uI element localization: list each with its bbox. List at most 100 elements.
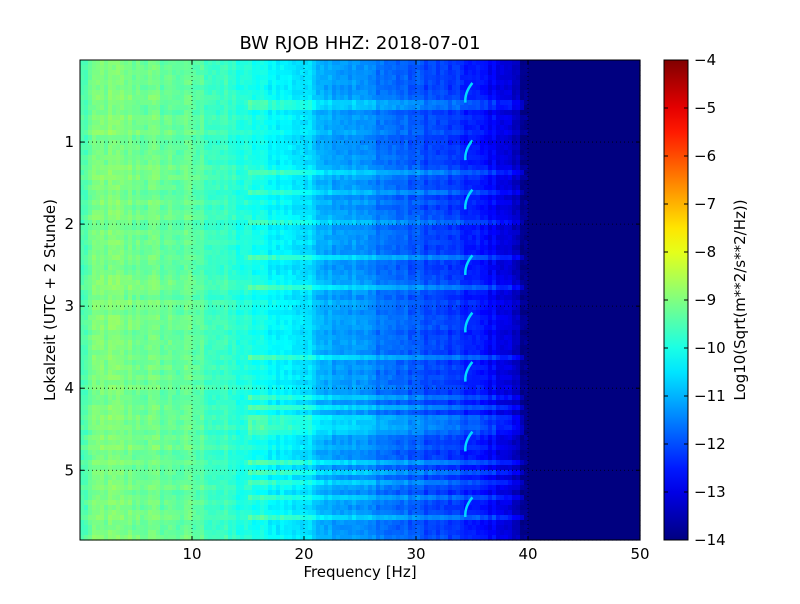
heatmap-cell — [80, 110, 85, 116]
heatmap-cell — [244, 60, 249, 66]
heatmap-cell — [220, 125, 225, 131]
heatmap-cell — [352, 165, 357, 171]
heatmap-cell — [400, 190, 405, 196]
heatmap-cell — [520, 165, 525, 171]
heatmap-cell — [380, 90, 385, 96]
heatmap-cell — [516, 140, 521, 146]
heatmap-cell — [372, 125, 377, 131]
heatmap-cell — [268, 235, 273, 241]
heatmap-cell — [632, 85, 637, 91]
heatmap-cell — [356, 230, 361, 236]
heatmap-cell — [568, 190, 573, 196]
heatmap-cell — [596, 170, 601, 176]
heatmap-cell — [336, 135, 341, 141]
heatmap-cell — [228, 165, 233, 171]
heatmap-cell — [192, 165, 197, 171]
heatmap-cell — [248, 150, 253, 156]
heatmap-cell — [204, 160, 209, 166]
heatmap-cell — [316, 100, 321, 106]
heatmap-cell — [608, 210, 613, 216]
heatmap-cell — [160, 175, 165, 181]
heatmap-cell — [296, 155, 301, 161]
heatmap-cell — [364, 165, 369, 171]
heatmap-cell — [152, 225, 157, 231]
heatmap-cell — [80, 140, 85, 146]
heatmap-cell — [156, 100, 161, 106]
heatmap-cell — [244, 150, 249, 156]
heatmap-cell — [420, 60, 425, 66]
heatmap-cell — [184, 115, 189, 121]
heatmap-cell — [620, 65, 625, 71]
heatmap-cell — [136, 230, 141, 236]
heatmap-cell — [424, 145, 429, 151]
heatmap-cell — [268, 160, 273, 166]
heatmap-cell — [484, 85, 489, 91]
heatmap-cell — [284, 180, 289, 186]
heatmap-cell — [388, 195, 393, 201]
heatmap-cell — [576, 225, 581, 231]
heatmap-cell — [336, 235, 341, 241]
heatmap-cell — [372, 170, 377, 176]
heatmap-cell — [564, 225, 569, 231]
heatmap-cell — [420, 90, 425, 96]
heatmap-cell — [580, 80, 585, 86]
heatmap-cell — [368, 75, 373, 81]
heatmap-cell — [616, 225, 621, 231]
heatmap-cell — [276, 170, 281, 176]
heatmap-cell — [184, 85, 189, 91]
heatmap-cell — [524, 175, 529, 181]
heatmap-cell — [396, 190, 401, 196]
heatmap-cell — [288, 70, 293, 76]
heatmap-cell — [460, 80, 465, 86]
heatmap-cell — [132, 160, 137, 166]
heatmap-cell — [336, 130, 341, 136]
heatmap-cell — [632, 225, 637, 231]
heatmap-cell — [612, 160, 617, 166]
heatmap-cell — [392, 110, 397, 116]
heatmap-cell — [224, 105, 229, 111]
heatmap-cell — [424, 180, 429, 186]
heatmap-cell — [524, 85, 529, 91]
heatmap-cell — [88, 215, 93, 221]
heatmap-cell — [364, 145, 369, 151]
heatmap-cell — [128, 185, 133, 191]
heatmap-cell — [368, 180, 373, 186]
heatmap-cell — [532, 220, 537, 226]
heatmap-cell — [248, 85, 253, 91]
heatmap-cell — [620, 195, 625, 201]
heatmap-cell — [332, 130, 337, 136]
heatmap-cell — [304, 90, 309, 96]
heatmap-cell — [592, 205, 597, 211]
heatmap-cell — [236, 60, 241, 66]
heatmap-cell — [124, 225, 129, 231]
heatmap-cell — [576, 130, 581, 136]
heatmap-cell — [388, 180, 393, 186]
heatmap-cell — [348, 200, 353, 206]
heatmap-cell — [480, 160, 485, 166]
heatmap-cell — [192, 155, 197, 161]
heatmap-cell — [116, 220, 121, 226]
heatmap-cell — [596, 185, 601, 191]
heatmap-cell — [404, 205, 409, 211]
heatmap-cell — [352, 180, 357, 186]
heatmap-cell — [276, 145, 281, 151]
heatmap-cell — [140, 90, 145, 96]
heatmap-cell — [184, 225, 189, 231]
heatmap-cell — [256, 170, 261, 176]
heatmap-cell — [180, 200, 185, 206]
heatmap-cell — [380, 170, 385, 176]
heatmap-cell — [600, 205, 605, 211]
heatmap-cell — [268, 75, 273, 81]
heatmap-cell — [504, 70, 509, 76]
heatmap-cell — [304, 60, 309, 66]
heatmap-cell — [568, 175, 573, 181]
heatmap-cell — [264, 120, 269, 126]
heatmap-cell — [136, 195, 141, 201]
heatmap-cell — [604, 130, 609, 136]
heatmap-cell — [536, 165, 541, 171]
heatmap-cell — [608, 90, 613, 96]
heatmap-cell — [260, 160, 265, 166]
heatmap-cell — [520, 210, 525, 216]
heatmap-cell — [112, 80, 117, 86]
heatmap-cell — [252, 230, 257, 236]
